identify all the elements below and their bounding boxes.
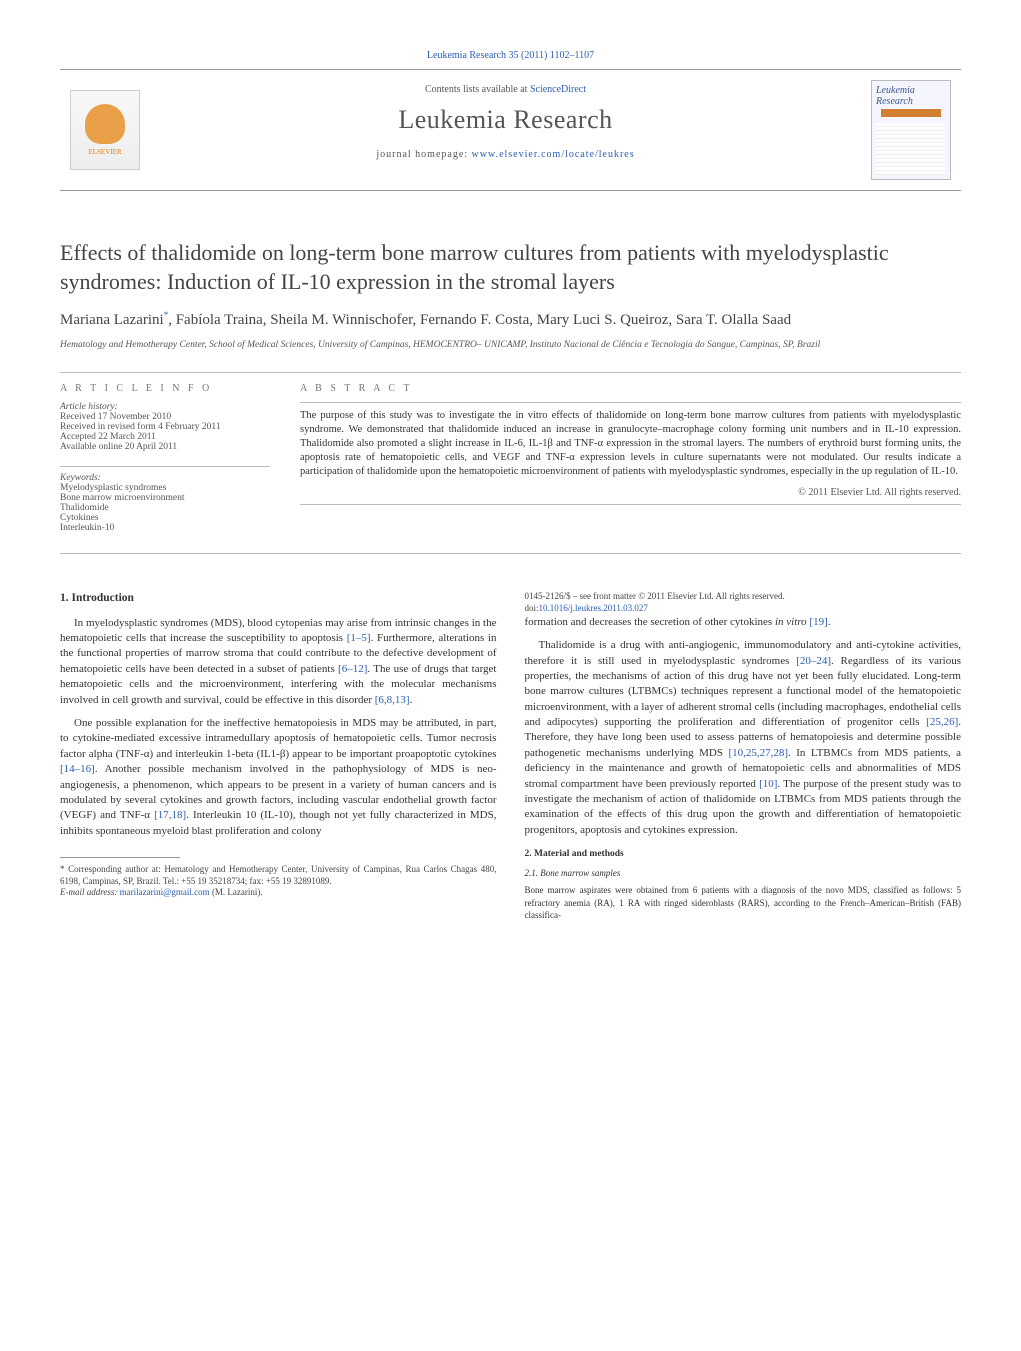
journal-cover-thumbnail: Leukemia Research — [871, 80, 951, 180]
abstract-column: A B S T R A C T The purpose of this stud… — [300, 383, 961, 547]
homepage-link[interactable]: www.elsevier.com/locate/leukres — [472, 149, 635, 160]
footnote-rule — [60, 857, 180, 858]
corresponding-author-footnote: * Corresponding author at: Hematology an… — [60, 864, 497, 899]
journal-homepage-line: journal homepage: www.elsevier.com/locat… — [160, 149, 851, 160]
section-2-heading: 2. Material and methods — [525, 848, 962, 861]
keyword-item: Thalidomide — [60, 503, 270, 513]
page-footer: 0145-2126/$ – see front matter © 2011 El… — [525, 590, 962, 615]
ref-link[interactable]: [10] — [759, 778, 777, 790]
cover-bar-icon — [881, 109, 941, 117]
keyword-item: Bone marrow microenvironment — [60, 493, 270, 503]
history-revised: Received in revised form 4 February 2011 — [60, 422, 270, 432]
cover-body-icon — [876, 123, 946, 175]
abstract-text: The purpose of this study was to investi… — [300, 409, 961, 480]
abstract-top-rule — [300, 402, 961, 403]
running-head-link[interactable]: Leukemia Research 35 (2011) 1102–1107 — [427, 50, 594, 61]
journal-name: Leukemia Research — [160, 105, 851, 135]
elsevier-label: ELSEVIER — [88, 148, 121, 156]
article-info-heading: A R T I C L E I N F O — [60, 383, 270, 394]
doi-label: doi: — [525, 603, 539, 613]
history-accepted: Accepted 22 March 2011 — [60, 432, 270, 442]
section-divider-bottom — [60, 553, 961, 554]
body-two-column: 1. Introduction In myelodysplastic syndr… — [60, 590, 961, 922]
cover-title: Leukemia Research — [876, 85, 946, 107]
email-label: E-mail address: — [60, 887, 117, 897]
sciencedirect-link[interactable]: ScienceDirect — [530, 84, 586, 95]
section-divider-top — [60, 372, 961, 373]
cover-thumb-cell: Leukemia Research — [861, 80, 961, 180]
ref-link[interactable]: [1–5] — [347, 632, 371, 644]
section-2-1-heading: 2.1. Bone marrow samples — [525, 867, 962, 880]
history-received: Received 17 November 2010 — [60, 412, 270, 422]
abstract-copyright: © 2011 Elsevier Ltd. All rights reserved… — [300, 487, 961, 498]
keywords-label: Keywords: — [60, 473, 270, 483]
ref-link[interactable]: [6–12] — [338, 663, 367, 675]
banner-center: Contents lists available at ScienceDirec… — [150, 80, 861, 180]
affiliation: Hematology and Hemotherapy Center, Schoo… — [60, 339, 961, 351]
ref-link[interactable]: [19] — [809, 616, 827, 628]
corr-sup[interactable]: * — [164, 310, 169, 320]
article-title: Effects of thalidomide on long-term bone… — [60, 239, 961, 296]
keyword-item: Myelodysplastic syndromes — [60, 483, 270, 493]
journal-banner: ELSEVIER Contents lists available at Sci… — [60, 70, 961, 191]
ref-link[interactable]: [10,25,27,28] — [728, 747, 788, 759]
homepage-prefix: journal homepage: — [376, 149, 471, 160]
email-suffix: (M. Lazarini). — [212, 887, 263, 897]
running-head: Leukemia Research 35 (2011) 1102–1107 — [60, 50, 961, 61]
methods-p1: Bone marrow aspirates were obtained from… — [525, 884, 962, 922]
corr-email-link[interactable]: marilazarini@gmail.com — [120, 887, 210, 897]
elsevier-logo: ELSEVIER — [70, 90, 140, 170]
intro-p3: formation and decreases the secretion of… — [525, 615, 962, 630]
intro-p1: In myelodysplastic syndromes (MDS), bloo… — [60, 616, 497, 708]
contents-available-line: Contents lists available at ScienceDirec… — [160, 84, 851, 95]
intro-p2: One possible explanation for the ineffec… — [60, 716, 497, 839]
issn-line: 0145-2126/$ – see front matter © 2011 El… — [525, 590, 962, 603]
abstract-heading: A B S T R A C T — [300, 383, 961, 394]
keyword-item: Interleukin-10 — [60, 523, 270, 533]
article-info-column: A R T I C L E I N F O Article history: R… — [60, 383, 270, 547]
contents-prefix: Contents lists available at — [425, 84, 530, 95]
keyword-item: Cytokines — [60, 513, 270, 523]
ref-link[interactable]: [17,18] — [154, 809, 186, 821]
abstract-bottom-rule — [300, 504, 961, 505]
ref-link[interactable]: [25,26] — [926, 716, 958, 728]
corr-text: * Corresponding author at: Hematology an… — [60, 864, 497, 886]
ref-link[interactable]: [20–24] — [796, 655, 831, 667]
ref-link[interactable]: [6,8,13] — [375, 694, 410, 706]
section-1-heading: 1. Introduction — [60, 590, 497, 606]
doi-link[interactable]: 10.1016/j.leukres.2011.03.027 — [539, 603, 648, 613]
publisher-logo-cell: ELSEVIER — [60, 80, 150, 180]
history-online: Available online 20 April 2011 — [60, 442, 270, 452]
history-label: Article history: — [60, 402, 270, 412]
author-list: Mariana Lazarini*, Fabíola Traina, Sheil… — [60, 310, 961, 329]
ref-link[interactable]: [14–16] — [60, 763, 95, 775]
elsevier-tree-icon — [85, 104, 125, 144]
intro-p4: Thalidomide is a drug with anti-angiogen… — [525, 638, 962, 838]
